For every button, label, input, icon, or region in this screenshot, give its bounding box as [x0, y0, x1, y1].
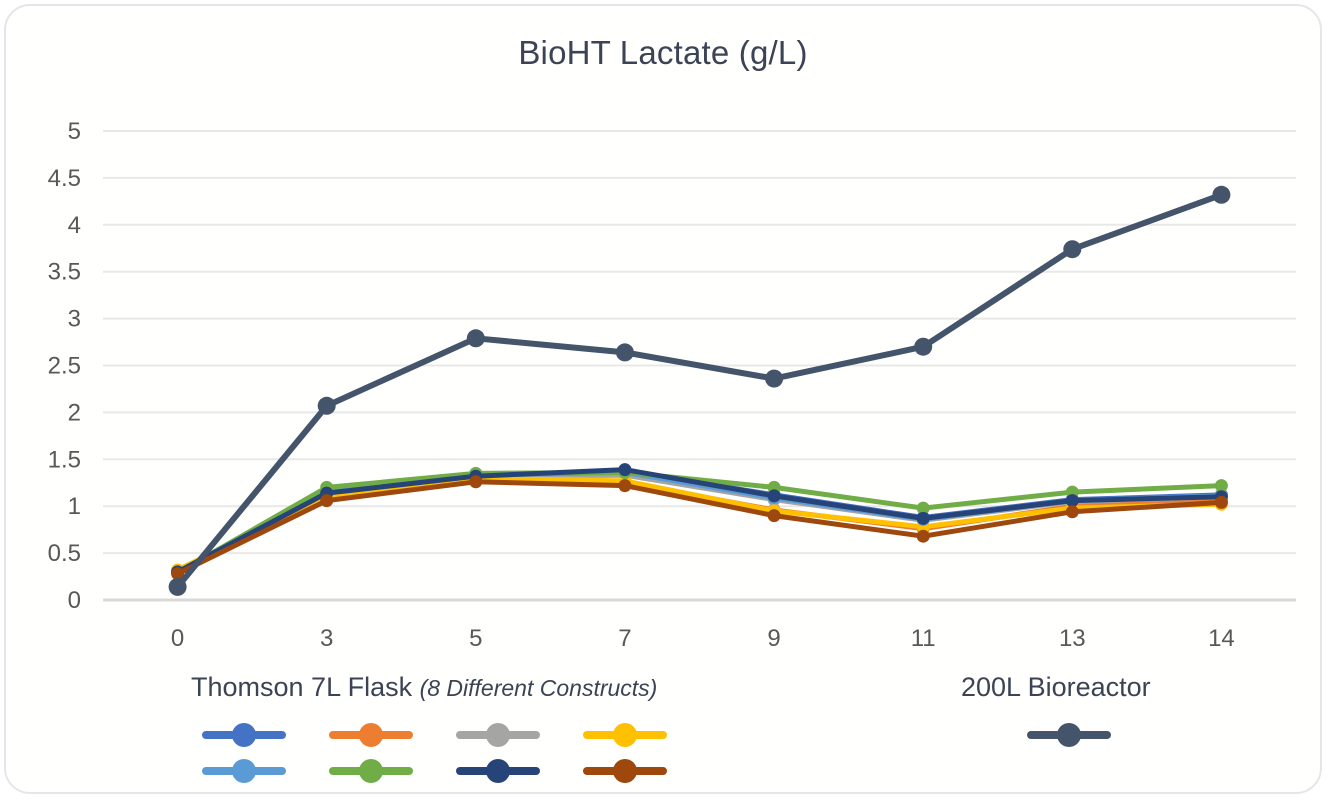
legend-dot-sample — [1057, 723, 1081, 747]
y-axis-tick-label: 0 — [68, 587, 81, 614]
legend-swatch-5[interactable] — [202, 756, 286, 790]
y-axis-tick-label: 5 — [68, 118, 81, 145]
data-point-marker — [916, 501, 930, 515]
legend-dot-sample — [486, 723, 510, 747]
legend-swatch-4[interactable] — [583, 720, 667, 754]
legend-marker-icon — [329, 720, 413, 750]
y-axis-tick-labels: 5 4.5 4 3.5 3 2.5 2 1.5 1 0.5 0 — [48, 118, 81, 614]
data-point-marker — [916, 511, 930, 525]
legend-captions: Thomson 7L Flask (8 Different Constructs… — [6, 672, 1320, 716]
legend-dot-sample — [486, 759, 510, 783]
legend-swatch-7[interactable] — [456, 756, 540, 790]
y-axis-tick-label: 0.5 — [48, 540, 81, 567]
data-point-marker — [466, 329, 485, 348]
legend-marker-icon — [583, 720, 667, 750]
x-axis-tick-label: 9 — [767, 625, 780, 652]
series-line — [175, 467, 1224, 575]
legend-swatch-9[interactable] — [1027, 720, 1111, 754]
data-point-marker — [171, 567, 185, 581]
legend-dot-sample — [359, 759, 383, 783]
y-axis-tick-label: 4 — [68, 212, 81, 239]
x-axis-tick-label: 3 — [320, 625, 333, 652]
data-point-marker — [1212, 185, 1231, 204]
legend-caption-flask-sub: (8 Different Constructs) — [419, 675, 658, 701]
legend-dot-sample — [613, 723, 637, 747]
legend-marker-icon — [329, 756, 413, 786]
chart-card: BioHT Lactate (g/L) 5 4.5 4 3.5 3 2.5 2 1.5 1 0.5… — [4, 4, 1322, 794]
data-point-marker — [767, 489, 781, 503]
x-axis-tick-label: 7 — [618, 625, 631, 652]
series-7 — [171, 463, 1228, 579]
y-axis-tick-label: 2 — [68, 399, 81, 426]
legend-dot-sample — [232, 723, 256, 747]
y-axis-tick-label: 3 — [68, 306, 81, 333]
data-point-marker — [1065, 494, 1079, 508]
y-axis-tick-label: 3.5 — [48, 259, 81, 286]
series-line — [174, 191, 1225, 590]
chart-title: BioHT Lactate (g/L) — [518, 34, 808, 71]
data-series — [168, 185, 1231, 596]
series-9 — [168, 185, 1231, 596]
data-point-marker — [469, 475, 483, 489]
data-point-marker — [615, 343, 634, 362]
legend-dot-sample — [613, 759, 637, 783]
data-point-marker — [320, 494, 334, 508]
data-point-marker — [1214, 479, 1228, 493]
data-point-marker — [765, 369, 784, 388]
legend-marker-icon — [456, 756, 540, 786]
data-point-marker — [317, 396, 336, 415]
legend-marker-icon — [202, 756, 286, 786]
legend-swatch-8[interactable] — [583, 756, 667, 790]
legend-dot-sample — [359, 723, 383, 747]
legend-marker-icon — [456, 720, 540, 750]
data-point-marker — [1214, 495, 1228, 509]
series-8 — [171, 475, 1228, 581]
y-axis-tick-label: 1 — [68, 493, 81, 520]
legend-caption-flask: Thomson 7L Flask (8 Different Constructs… — [191, 672, 657, 703]
x-axis-tick-label: 14 — [1208, 625, 1235, 652]
data-point-marker — [767, 509, 781, 523]
legend-swatch-1[interactable] — [202, 720, 286, 754]
data-point-marker — [914, 337, 933, 356]
y-axis-tick-label: 4.5 — [48, 165, 81, 192]
data-point-marker — [168, 577, 187, 596]
data-point-marker — [618, 479, 632, 493]
legend-swatches — [6, 720, 1320, 792]
y-axis-tick-label: 2.5 — [48, 353, 81, 380]
line-chart-plot: 5 4.5 4 3.5 3 2.5 2 1.5 1 0.5 0 0 3 5 7 9 11 13 14 — [48, 118, 1296, 652]
x-axis-tick-labels: 0 3 5 7 9 11 13 14 — [171, 625, 1235, 652]
legend-caption-flask-main: Thomson 7L Flask — [191, 672, 420, 702]
legend-swatch-2[interactable] — [329, 720, 413, 754]
legend-marker-icon — [1027, 720, 1111, 750]
x-axis-tick-label: 11 — [911, 625, 936, 652]
series-line — [175, 469, 1224, 576]
data-point-marker — [1063, 240, 1082, 259]
legend-swatch-3[interactable] — [456, 720, 540, 754]
data-point-marker — [1065, 505, 1079, 519]
series-line — [175, 475, 1224, 573]
series-line — [175, 479, 1224, 577]
data-point-marker — [916, 529, 930, 543]
x-axis-tick-label: 13 — [1059, 625, 1086, 652]
legend-swatch-6[interactable] — [329, 756, 413, 790]
legend-marker-icon — [583, 756, 667, 786]
x-axis-tick-label: 5 — [469, 625, 482, 652]
x-axis-tick-label: 0 — [171, 625, 184, 652]
data-point-marker — [618, 463, 632, 477]
y-axis-tick-label: 1.5 — [48, 446, 81, 473]
legend-marker-icon — [202, 720, 286, 750]
legend-dot-sample — [232, 759, 256, 783]
legend-caption-bioreactor: 200L Bioreactor — [961, 672, 1151, 702]
